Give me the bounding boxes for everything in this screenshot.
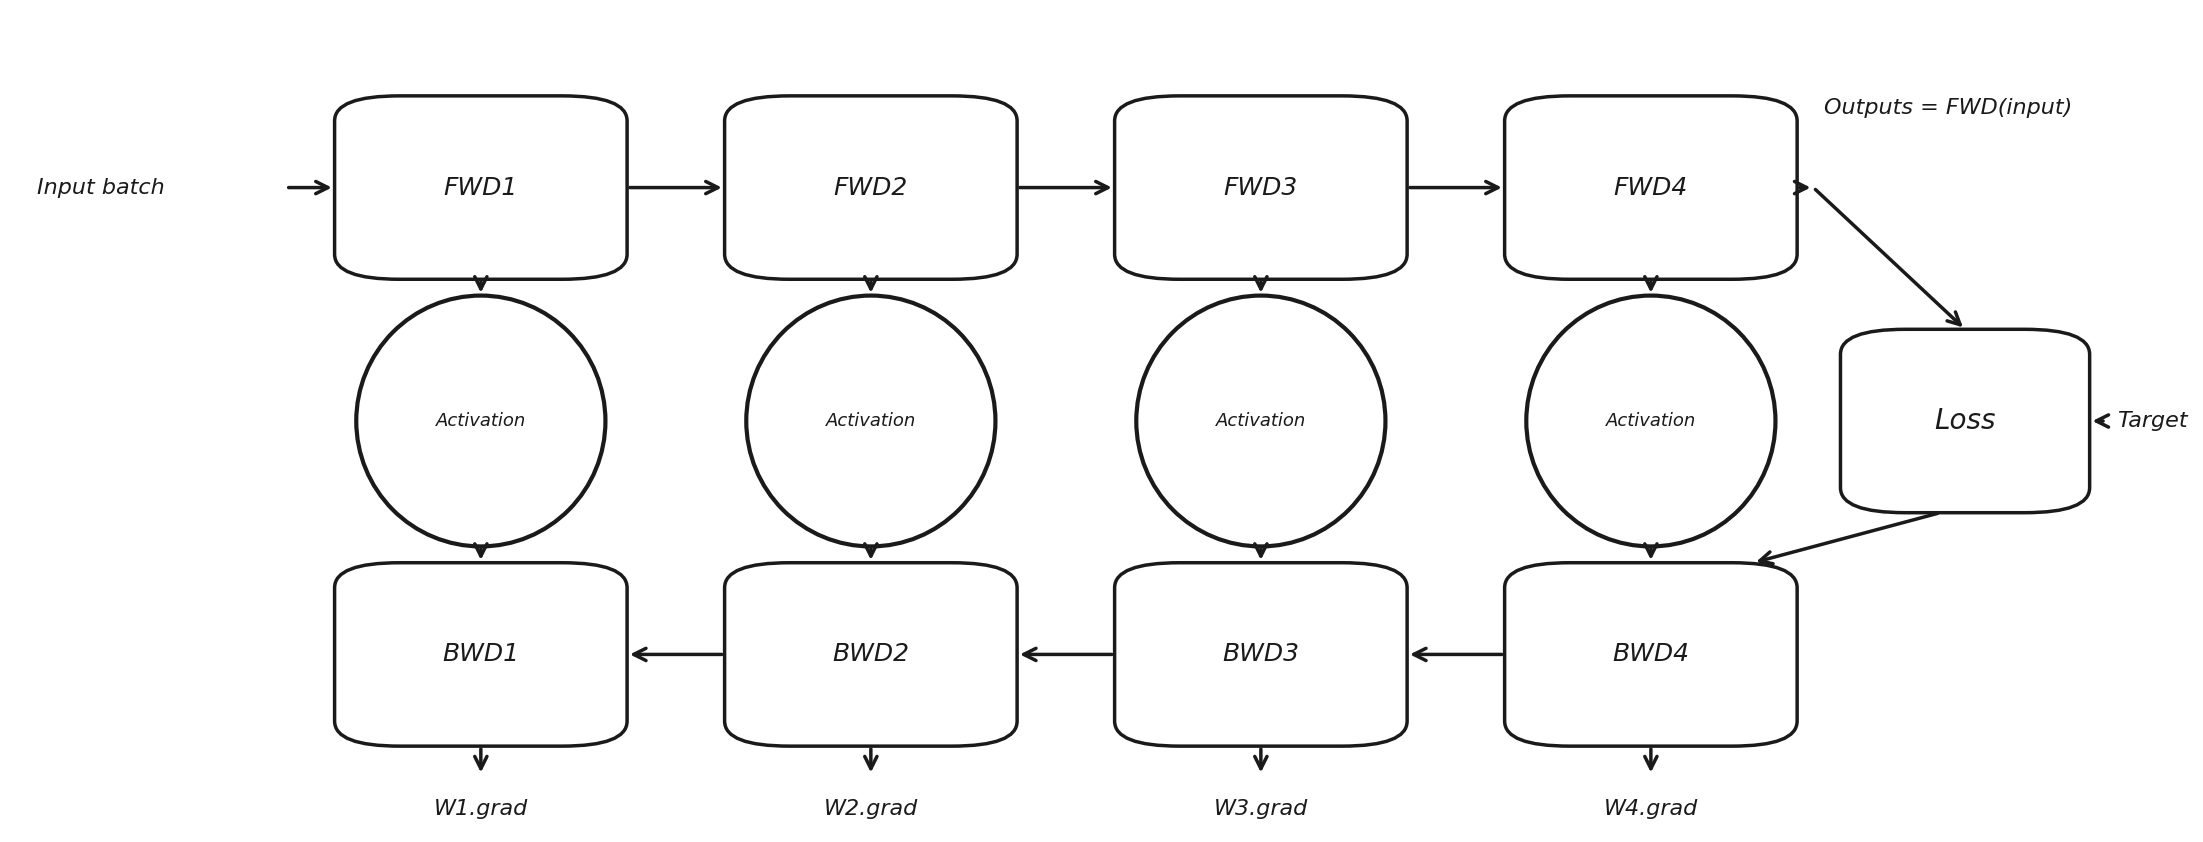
Text: BWD4: BWD4 xyxy=(1613,642,1690,666)
Text: FWD1: FWD1 xyxy=(443,176,518,200)
FancyBboxPatch shape xyxy=(725,96,1018,280)
Text: Target: Target xyxy=(2117,411,2188,431)
Text: Activation: Activation xyxy=(1606,412,1696,430)
Text: Loss: Loss xyxy=(1934,407,1996,435)
Ellipse shape xyxy=(1137,296,1386,546)
FancyBboxPatch shape xyxy=(725,562,1018,746)
Text: BWD1: BWD1 xyxy=(443,642,520,666)
Text: Outputs = FWD(input): Outputs = FWD(input) xyxy=(1824,99,2073,119)
FancyBboxPatch shape xyxy=(1115,96,1408,280)
Text: Activation: Activation xyxy=(1216,412,1306,430)
Ellipse shape xyxy=(357,296,606,546)
FancyBboxPatch shape xyxy=(1505,562,1798,746)
FancyBboxPatch shape xyxy=(335,562,628,746)
Text: Activation: Activation xyxy=(436,412,527,430)
Text: W2.grad: W2.grad xyxy=(824,799,919,818)
Text: BWD3: BWD3 xyxy=(1223,642,1300,666)
FancyBboxPatch shape xyxy=(1505,96,1798,280)
Text: W3.grad: W3.grad xyxy=(1214,799,1309,818)
FancyBboxPatch shape xyxy=(335,96,628,280)
Text: FWD4: FWD4 xyxy=(1615,176,1687,200)
FancyBboxPatch shape xyxy=(1840,329,2091,513)
Text: FWD2: FWD2 xyxy=(833,176,908,200)
FancyBboxPatch shape xyxy=(1115,562,1408,746)
Text: BWD2: BWD2 xyxy=(833,642,910,666)
Text: Input batch: Input batch xyxy=(37,178,165,198)
Text: W1.grad: W1.grad xyxy=(434,799,529,818)
Text: Activation: Activation xyxy=(826,412,916,430)
Ellipse shape xyxy=(747,296,996,546)
Ellipse shape xyxy=(1527,296,1776,546)
Text: W4.grad: W4.grad xyxy=(1604,799,1699,818)
Text: FWD3: FWD3 xyxy=(1223,176,1298,200)
